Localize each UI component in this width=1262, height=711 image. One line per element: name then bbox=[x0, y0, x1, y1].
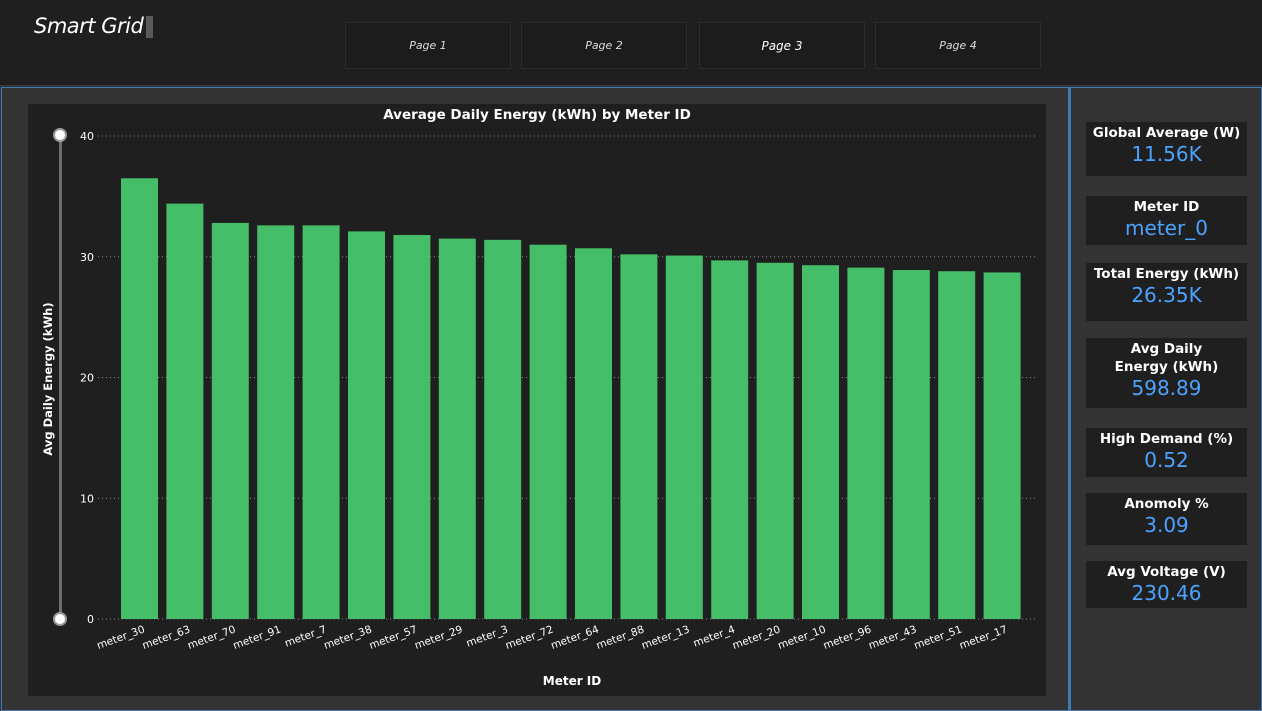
bar-meter_17[interactable] bbox=[983, 272, 1021, 619]
x-tick-label: meter_63 bbox=[141, 624, 192, 652]
tab-page-2[interactable]: Page 2 bbox=[521, 22, 687, 69]
x-axis-label: Meter ID bbox=[542, 674, 602, 688]
kpi-label: Total Energy (kWh) bbox=[1093, 266, 1240, 282]
y-tick-label: 30 bbox=[80, 251, 94, 264]
y-tick-label: 40 bbox=[80, 130, 94, 143]
x-tick-label: meter_3 bbox=[465, 624, 510, 650]
x-tick-label: meter_88 bbox=[595, 624, 646, 652]
tab-label: Page 4 bbox=[939, 39, 977, 52]
bar-meter_3[interactable] bbox=[484, 239, 522, 619]
bar-meter_63[interactable] bbox=[166, 203, 204, 619]
y-tick-label: 10 bbox=[80, 492, 94, 505]
chart-title: Average Daily Energy (kWh) by Meter ID bbox=[383, 107, 691, 123]
bar-meter_43[interactable] bbox=[892, 270, 930, 619]
kpi-value: 11.56K bbox=[1131, 142, 1202, 166]
y-range-slider-top-handle[interactable] bbox=[53, 128, 67, 142]
x-tick-label: meter_96 bbox=[822, 623, 874, 652]
bar-meter_7[interactable] bbox=[302, 225, 340, 619]
bar-meter_88[interactable] bbox=[620, 254, 658, 619]
x-tick-label: meter_4 bbox=[692, 623, 737, 649]
kpi-label: Avg Voltage (V) bbox=[1107, 564, 1226, 580]
kpi-value: meter_0 bbox=[1125, 216, 1208, 240]
x-tick-label: meter_17 bbox=[958, 624, 1009, 652]
kpi-label: Global Average (W) bbox=[1092, 125, 1241, 141]
top-bar: Smart Grid Page 1 Page 2 Page 3 Page 4 bbox=[0, 0, 1262, 86]
x-tick-label: meter_91 bbox=[231, 624, 282, 652]
bar-meter_10[interactable] bbox=[802, 265, 839, 619]
bar-meter_91[interactable] bbox=[257, 225, 295, 619]
tab-page-3[interactable]: Page 3 bbox=[699, 22, 865, 69]
kpi-card: Avg Voltage (V) 230.46 bbox=[1086, 561, 1247, 608]
kpi-label: Avg Daily Energy (kWh) bbox=[1114, 341, 1219, 375]
x-tick-label: meter_57 bbox=[368, 624, 419, 652]
kpi-card: Meter ID meter_0 bbox=[1086, 196, 1247, 245]
bar-meter_13[interactable] bbox=[665, 255, 703, 620]
x-tick-label: meter_64 bbox=[549, 623, 601, 652]
kpi-value: 598.89 bbox=[1131, 376, 1202, 400]
x-tick-label: meter_29 bbox=[413, 624, 464, 652]
bar-meter_57[interactable] bbox=[393, 235, 431, 619]
title-accent-bar bbox=[146, 16, 153, 38]
kpi-value: 230.46 bbox=[1131, 581, 1202, 605]
bar-meter_4[interactable] bbox=[711, 260, 749, 619]
bar-meter_70[interactable] bbox=[211, 222, 249, 619]
x-tick-label: meter_70 bbox=[186, 624, 237, 652]
app-title: Smart Grid bbox=[34, 14, 144, 38]
kpi-card: Global Average (W) 11.56K bbox=[1086, 122, 1247, 176]
kpi-label: High Demand (%) bbox=[1099, 431, 1234, 447]
x-tick-label: meter_13 bbox=[640, 624, 691, 652]
x-tick-label: meter_10 bbox=[776, 624, 827, 652]
y-tick-label: 0 bbox=[87, 613, 94, 626]
bar-meter_20[interactable] bbox=[756, 262, 794, 619]
x-tick-label: meter_20 bbox=[731, 624, 782, 652]
kpi-card: Anomoly % 3.09 bbox=[1086, 493, 1247, 545]
kpi-label: Anomoly % bbox=[1124, 496, 1209, 512]
tab-page-4[interactable]: Page 4 bbox=[875, 22, 1041, 69]
x-tick-label: meter_43 bbox=[867, 624, 918, 652]
bar-meter_96[interactable] bbox=[847, 267, 885, 619]
tab-label: Page 2 bbox=[585, 39, 623, 52]
kpi-value: 26.35K bbox=[1131, 283, 1202, 307]
kpi-value: 3.09 bbox=[1144, 513, 1189, 537]
tab-page-1[interactable]: Page 1 bbox=[345, 22, 511, 69]
bar-meter_72[interactable] bbox=[529, 244, 567, 620]
bar-meter_64[interactable] bbox=[575, 248, 612, 620]
tab-label: Page 3 bbox=[761, 38, 803, 53]
x-tick-label: meter_51 bbox=[912, 624, 963, 652]
bar-chart-visual[interactable]: Average Daily Energy (kWh) by Meter ID A… bbox=[28, 104, 1046, 696]
x-tick-label: meter_7 bbox=[283, 624, 328, 650]
tab-label: Page 1 bbox=[409, 39, 447, 52]
kpi-card: High Demand (%) 0.52 bbox=[1086, 428, 1247, 477]
bar-meter_38[interactable] bbox=[348, 231, 385, 619]
kpi-card: Avg Daily Energy (kWh) 598.89 bbox=[1086, 338, 1247, 408]
bar-meter_29[interactable] bbox=[438, 238, 476, 619]
y-range-slider-track[interactable] bbox=[59, 135, 62, 621]
x-tick-label: meter_38 bbox=[322, 624, 373, 652]
bar-meter_30[interactable] bbox=[121, 178, 158, 619]
x-tick-label: meter_30 bbox=[95, 624, 146, 652]
kpi-value: 0.52 bbox=[1144, 448, 1189, 472]
y-range-slider-bottom-handle[interactable] bbox=[53, 612, 67, 626]
chart-plot-area: 010203040meter_30meter_63meter_70meter_9… bbox=[80, 130, 1038, 652]
kpi-label: Meter ID bbox=[1133, 199, 1200, 215]
y-tick-label: 20 bbox=[80, 372, 94, 385]
kpi-card: Total Energy (kWh) 26.35K bbox=[1086, 263, 1247, 321]
x-tick-label: meter_72 bbox=[504, 624, 555, 652]
bar-meter_51[interactable] bbox=[938, 271, 976, 619]
